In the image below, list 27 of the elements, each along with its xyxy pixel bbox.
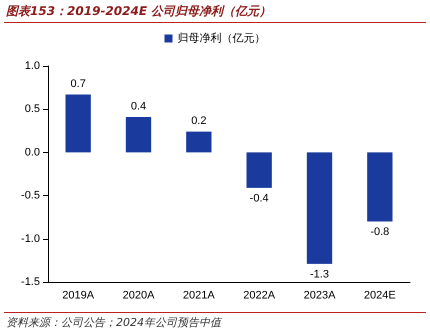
x-tick-label: 2021A: [182, 290, 216, 302]
y-tick-label: 0.5: [24, 103, 40, 116]
legend-label: 归母净利（亿元）: [178, 32, 266, 44]
data-label: -0.4: [250, 192, 269, 204]
bar: [126, 116, 152, 152]
data-label: -0.8: [370, 226, 390, 238]
bar: [306, 152, 332, 264]
text: 资料来源：公司公告；2024年公司预告中值: [6, 315, 221, 330]
x-tick-label: 2023A: [304, 290, 336, 302]
x-tick-label: 2024E: [364, 290, 396, 302]
x-tick-label: 2022A: [243, 290, 276, 302]
x-tick-label: 2020A: [122, 290, 156, 302]
x-tick-label: 2019A: [62, 290, 95, 302]
y-tick-label: -1.5: [21, 276, 40, 288]
chart-title: 图表153：2019-2024E 公司归母净利（亿元）: [6, 3, 272, 20]
bar: [246, 152, 272, 188]
data-label: 0.7: [70, 78, 86, 90]
bar: [367, 152, 393, 222]
y-tick-label: -0.5: [21, 190, 40, 202]
bar: [186, 132, 212, 152]
y-tick-label: 0.0: [24, 146, 40, 158]
y-tick-label: 1.0: [24, 60, 40, 72]
bar: [65, 94, 91, 152]
y-tick-label: -1.0: [21, 232, 40, 245]
data-label: -1.3: [310, 268, 329, 280]
data-label: 0.4: [130, 100, 146, 112]
data-label: 0.2: [191, 115, 206, 128]
